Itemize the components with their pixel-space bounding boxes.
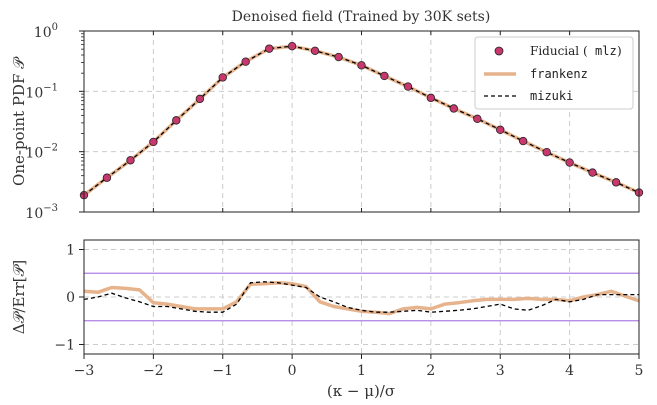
top-y-axis-title: One-point PDF 𝒫 — [10, 56, 28, 186]
bottom-grid — [84, 240, 639, 354]
bottom-x-tick-label: −2 — [143, 363, 164, 379]
frankenz-residual-line — [83, 281, 640, 316]
fiducial-point — [310, 46, 320, 55]
top-y-tick-exponent: −2 — [43, 143, 58, 154]
fiducial-point — [449, 104, 458, 113]
fiducial-point — [565, 158, 574, 167]
top-y-tick-label: 10−2 — [25, 143, 58, 162]
top-y-tick-label: 100 — [34, 22, 58, 41]
x-axis-title: (κ − μ)/σ — [327, 382, 395, 400]
top-y-tick-label: 10−1 — [25, 82, 58, 101]
fiducial-point — [542, 147, 551, 157]
top-y-tick-exponent: −3 — [43, 203, 58, 214]
fiducial-point — [473, 114, 482, 124]
bottom-ticks: −3 −2 −1 0 1 2 3 4 5 −1 0 1 — [54, 243, 643, 380]
legend-fiducial-marker — [494, 46, 504, 56]
top-y-tick-exponent: 0 — [52, 22, 58, 33]
fiducial-point — [588, 168, 597, 177]
fiducial-point — [195, 94, 205, 104]
legend-fiducial-label: Fiducial ( — [530, 44, 588, 58]
fiducial-point — [149, 137, 158, 147]
fiducial-point — [403, 82, 413, 91]
bottom-x-tick-label: 3 — [496, 363, 505, 379]
legend-mizuki-label: mizuki — [530, 89, 573, 103]
bottom-y-tick-label: 1 — [66, 243, 75, 259]
fiducial-point — [102, 173, 112, 182]
fiducial-point — [334, 52, 343, 62]
fiducial-point — [496, 125, 505, 135]
residual-panel: −3 −2 −1 0 1 2 3 4 5 −1 0 1 Δ𝒫/Err[𝒫] (κ − μ)/σ — [10, 239, 643, 400]
fiducial-point — [241, 57, 250, 66]
bottom-y-axis-title: Δ𝒫/Err[𝒫] — [10, 260, 28, 335]
top-series-group — [79, 41, 644, 200]
bottom-y-tick-label: 0 — [66, 290, 75, 306]
pdf-panel: Denoised field (Trained by 30K sets) 10−… — [10, 9, 644, 222]
bottom-x-tick-label: 5 — [635, 363, 644, 379]
fiducial-point — [126, 156, 135, 165]
top-y-tick-exponent: −1 — [43, 82, 58, 93]
fiducial-point — [518, 136, 528, 146]
legend-fiducial-close: ) — [617, 44, 622, 58]
fiducial-point — [218, 73, 227, 82]
fiducial-point — [265, 44, 274, 53]
bottom-series-group — [83, 272, 640, 322]
fiducial-point — [287, 41, 297, 51]
bottom-x-tick-label: 0 — [288, 363, 297, 379]
fiducial-point — [426, 93, 436, 103]
bottom-x-tick-label: −3 — [74, 363, 95, 379]
legend-fiducial-code: mlz — [595, 44, 617, 58]
bottom-x-tick-label: 2 — [426, 363, 435, 379]
legend: Fiducial ( mlz ) frankenz mizuki — [474, 36, 634, 110]
fiducial-point — [172, 116, 181, 125]
fiducial-point — [380, 71, 389, 81]
chart-title: Denoised field (Trained by 30K sets) — [232, 9, 491, 25]
bottom-x-tick-label: 1 — [357, 363, 366, 379]
legend-frankenz-label: frankenz — [530, 67, 588, 81]
bottom-y-tick-label: −1 — [54, 338, 75, 354]
bottom-x-tick-label: −1 — [212, 363, 233, 379]
bottom-x-tick-label: 4 — [565, 363, 574, 379]
legend-box — [474, 36, 634, 110]
fiducial-point — [611, 178, 621, 187]
top-y-tick-label: 10−3 — [25, 203, 58, 222]
fiducial-point — [357, 61, 366, 70]
